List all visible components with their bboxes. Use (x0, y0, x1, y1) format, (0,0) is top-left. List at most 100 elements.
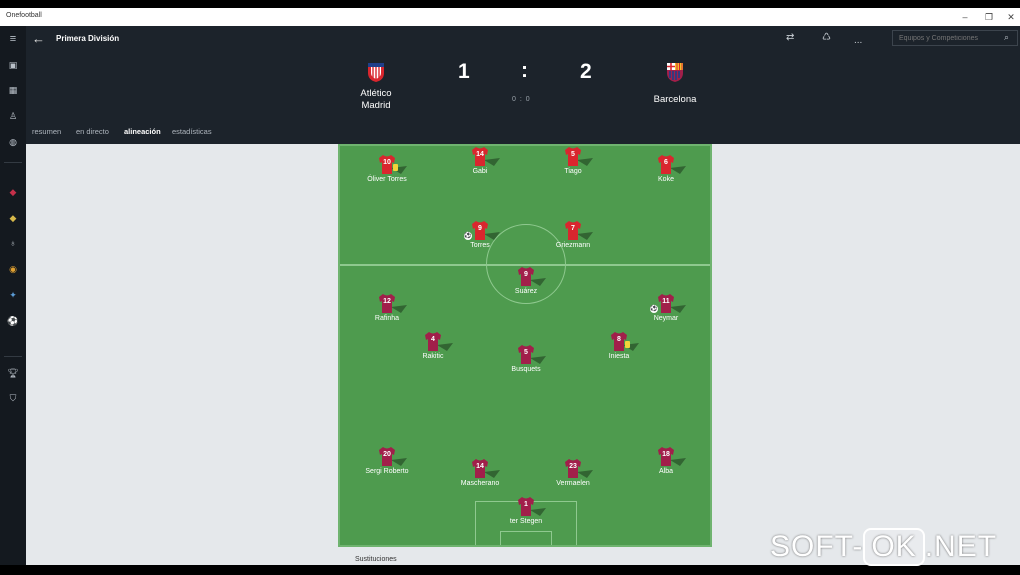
jersey-number: 18 (662, 451, 670, 458)
player-away[interactable]: 1 ter Stegen (486, 496, 566, 536)
jersey-icon (516, 344, 546, 364)
ball-icon[interactable]: ⚽ (7, 316, 19, 326)
minimize-icon[interactable]: – (962, 12, 968, 22)
home-team-name-line2: Madrid (361, 100, 391, 111)
player-name: Sergi Roberto (365, 468, 409, 475)
jersey-icon (516, 266, 546, 286)
score-separator: : (521, 59, 528, 82)
jersey-number: 12 (383, 298, 391, 305)
globe-icon[interactable]: ◍ (9, 137, 17, 147)
home-score: 1 (458, 60, 470, 83)
hamburger-menu-icon[interactable]: ≡ (9, 33, 17, 45)
player-away[interactable]: 12 Rafinha (347, 293, 427, 333)
match-header: ← Primera División ⇄ ♺ ... ⌕ Atlético Ma… (26, 26, 1020, 144)
tab-estadisticas[interactable]: estadísticas (172, 127, 212, 136)
team-logo-icon[interactable]: ✦ (9, 290, 17, 300)
jersey-number: 4 (431, 336, 435, 343)
jersey-icon (470, 146, 500, 166)
jersey-icon (470, 458, 500, 478)
jersey-icon (656, 293, 686, 313)
barcelona-crest-icon[interactable]: ◆ (9, 187, 17, 197)
matches-icon[interactable]: ▦ (8, 85, 18, 95)
tab-en-directo[interactable]: en directo (76, 127, 109, 136)
yellow-card-icon (625, 341, 630, 348)
jersey-icon (377, 293, 407, 313)
player-icon[interactable]: ♙ (8, 111, 18, 121)
halftime-score: 0 : 0 (512, 96, 531, 103)
team-crest-icon[interactable]: ◆ (9, 213, 17, 223)
player-home[interactable]: 6 Koke (626, 154, 706, 194)
jersey-number: 6 (664, 159, 668, 166)
player-name: Rafinha (374, 315, 400, 322)
shield-icon[interactable]: ⛉ (9, 393, 17, 403)
close-icon[interactable]: ✕ (1007, 12, 1015, 22)
jersey-number: 9 (478, 225, 482, 232)
jersey-number: 8 (617, 336, 621, 343)
player-name: Vermaelen (556, 480, 590, 487)
jersey-icon (563, 220, 593, 240)
player-away[interactable]: 23 Vermaelen (533, 458, 613, 498)
player-away[interactable]: 11 Neymar ⚽ (626, 293, 706, 333)
jersey-icon (656, 446, 686, 466)
jersey-number: 7 (571, 225, 575, 232)
jersey-icon (656, 154, 686, 174)
home-team-name[interactable]: Atlético Madrid (341, 88, 411, 112)
more-button[interactable]: ... (854, 35, 863, 46)
player-away[interactable]: 20 Sergi Roberto (347, 446, 427, 486)
atletico-crest-icon[interactable] (365, 61, 387, 83)
jersey-icon (516, 496, 546, 516)
pin-icon[interactable]: ⇄ (786, 32, 795, 43)
player-name: Koke (658, 176, 674, 183)
search-input[interactable] (892, 30, 1018, 46)
share-icon[interactable]: ♺ (822, 32, 831, 43)
jersey-icon (377, 446, 407, 466)
player-name: ter Stegen (509, 518, 543, 525)
trophy-icon[interactable]: 🏆︎ (7, 368, 19, 378)
player-name: Busquets (511, 366, 541, 373)
jersey-icon (423, 331, 453, 351)
player-home[interactable]: 14 Gabi (440, 146, 520, 186)
jersey-number: 9 (524, 271, 528, 278)
player-name: Griezmann (555, 242, 591, 249)
jersey-icon (563, 458, 593, 478)
news-icon[interactable]: ▣ (8, 60, 18, 70)
jersey-number: 14 (476, 151, 484, 158)
away-team-name[interactable]: Barcelona (653, 94, 697, 105)
player-away[interactable]: 14 Mascherano (440, 458, 520, 498)
jersey-number: 20 (383, 451, 391, 458)
substitutions-label: Sustituciones (355, 556, 397, 563)
trophy-small-icon[interactable]: ♁ (9, 238, 17, 248)
player-home[interactable]: 9 Torres ⚽ (440, 220, 520, 260)
player-away[interactable]: 9 Suárez (486, 266, 566, 306)
player-name: Tiago (564, 168, 582, 175)
player-home[interactable]: 5 Tiago (533, 146, 613, 186)
player-home[interactable]: 7 Griezmann (533, 220, 613, 260)
watermark-box: OK (863, 528, 925, 566)
away-score: 2 (580, 60, 592, 83)
jersey-icon (563, 146, 593, 166)
player-away[interactable]: 4 Rakitic (393, 331, 473, 371)
player-name: Torres (470, 242, 490, 249)
league-logo-icon[interactable]: ◉ (9, 264, 17, 274)
search-icon[interactable]: ⌕ (1004, 32, 1010, 42)
player-name: Óliver Torres (367, 176, 407, 183)
barcelona-crest-icon[interactable] (664, 61, 686, 83)
player-away[interactable]: 18 Alba (626, 446, 706, 486)
jersey-number: 23 (569, 463, 577, 470)
player-away[interactable]: 5 Busquets (486, 344, 566, 384)
restore-icon[interactable]: ❐ (984, 12, 994, 22)
jersey-number: 10 (383, 159, 391, 166)
home-team-name-line1: Atlético (360, 88, 392, 99)
back-arrow-icon[interactable]: ← (32, 31, 45, 46)
goal-area (500, 531, 552, 545)
jersey-number: 14 (476, 463, 484, 470)
tab-resumen[interactable]: resumen (32, 127, 62, 136)
player-away[interactable]: 8 Iniesta (579, 331, 659, 371)
sidebar-divider (4, 356, 22, 357)
sidebar: ≡ ▣ ▦ ♙ ◍ ◆ ◆ ♁ ◉ ✦ ⚽ 🏆︎ ⛉ (0, 26, 26, 565)
tab-alineacion[interactable]: alineación (124, 127, 161, 136)
center-circle (486, 224, 566, 304)
lineup-content: 10 Óliver Torres 14 Gabi 5 Tiago 6 Koke 9 Torres ⚽… (26, 144, 1020, 565)
player-home[interactable]: 10 Óliver Torres (347, 154, 427, 194)
player-name: Iniesta (608, 353, 630, 360)
